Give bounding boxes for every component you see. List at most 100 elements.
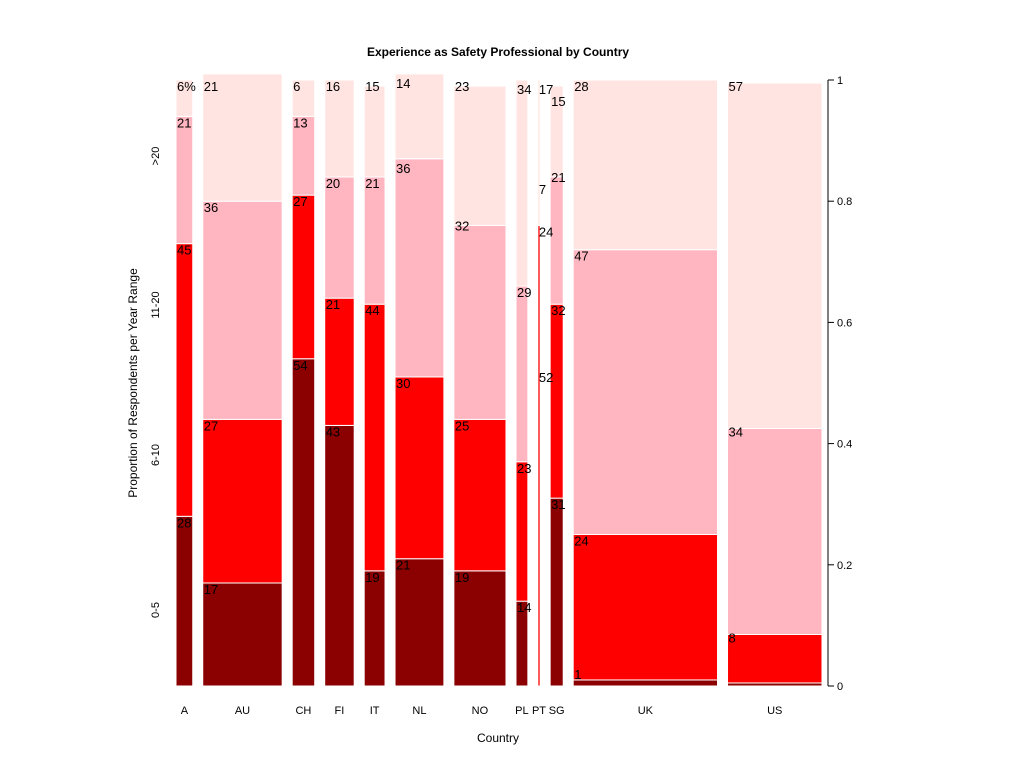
bar-NL->20 <box>394 73 445 160</box>
data-label: 21 <box>365 176 379 191</box>
data-label: 57 <box>729 79 743 94</box>
range-label: >20 <box>150 147 162 166</box>
data-label: 23 <box>455 79 469 94</box>
bar-US->20 <box>727 82 823 429</box>
range-label: 0-5 <box>150 602 162 618</box>
bar-UK-0-5 <box>572 679 719 687</box>
bar-IT->20 <box>363 85 386 178</box>
bar-PT->20 <box>537 79 541 226</box>
bar-FI-11-20 <box>324 176 355 299</box>
bar-NO-0-5 <box>453 570 507 687</box>
bar-IT-0-5 <box>363 570 386 687</box>
bar-FI-0-5 <box>324 424 355 687</box>
data-label: 29 <box>517 285 531 300</box>
data-label: 31 <box>551 497 565 512</box>
y-tick-label: 0.6 <box>837 317 852 329</box>
bar-PL-11-20 <box>515 285 529 463</box>
bar-CH-6-10 <box>291 194 316 360</box>
x-tick-label: A <box>181 705 189 717</box>
data-label: 1 <box>574 667 581 682</box>
range-label: 11-20 <box>150 291 162 318</box>
bar-CH-0-5 <box>291 358 316 687</box>
x-tick-label: UK <box>638 705 654 717</box>
data-label: 16 <box>326 79 340 94</box>
y-tick-label: 0 <box>837 681 843 693</box>
data-label: 23 <box>517 461 531 476</box>
data-label: 17 <box>204 582 218 597</box>
bar-AU-11-20 <box>202 200 283 420</box>
data-label: 19 <box>365 570 379 585</box>
x-tick-label: NO <box>472 705 489 717</box>
data-label: 8 <box>729 630 736 645</box>
x-tick-label: IT <box>370 705 380 717</box>
data-label: 52 <box>539 370 553 385</box>
data-label: 44 <box>365 303 379 318</box>
data-label: 21 <box>326 297 340 312</box>
bar-NO->20 <box>453 85 507 226</box>
x-tick-label: SG <box>549 705 565 717</box>
bar-SG->20 <box>549 85 564 178</box>
data-label: 43 <box>326 424 340 439</box>
bar-NO-6-10 <box>453 418 507 572</box>
data-label: 24 <box>539 224 553 239</box>
bar-A-11-20 <box>175 115 194 245</box>
bar-SG-0-5 <box>549 497 564 687</box>
bar-A->20 <box>175 79 194 117</box>
data-label: 27 <box>204 418 218 433</box>
y-axis-label: Proportion of Respondents per Year Range <box>126 268 140 498</box>
data-label: 20 <box>326 176 340 191</box>
bar-NO-11-20 <box>453 224 507 420</box>
y-axis: 0 0.2 0.4 0.6 0.8 1 <box>827 75 852 693</box>
data-label: 34 <box>517 82 531 97</box>
data-label: 27 <box>293 194 307 209</box>
bar-NL-6-10 <box>394 376 445 560</box>
y-tick-label: 0.4 <box>837 439 852 451</box>
range-label: 6-10 <box>150 444 162 466</box>
x-tick-label: PT <box>532 705 546 717</box>
data-label: 19 <box>455 570 469 585</box>
data-label: 17 <box>539 82 553 97</box>
data-label: 36 <box>396 161 410 176</box>
bar-AU-0-5 <box>202 582 283 687</box>
data-label: 14 <box>517 600 531 615</box>
bar-PT-6-10 <box>537 224 541 687</box>
bar-FI->20 <box>324 79 355 178</box>
data-label: 28 <box>574 79 588 94</box>
y-tick-label: 0.2 <box>837 560 852 572</box>
data-label: 47 <box>574 249 588 264</box>
bar-A-0-5 <box>175 515 194 687</box>
data-labels-group: 2845216%17273621542713643212016194421152… <box>177 76 743 682</box>
data-label: 36 <box>204 200 218 215</box>
bar-US-11-20 <box>727 427 823 635</box>
bar-UK-6-10 <box>572 534 719 681</box>
x-tick-label: US <box>767 705 782 717</box>
data-label: 45 <box>177 243 191 258</box>
chart-title: Experience as Safety Professional by Cou… <box>367 45 629 59</box>
data-label: 21 <box>396 558 410 573</box>
bar-PL->20 <box>515 79 529 287</box>
data-label: 30 <box>396 376 410 391</box>
x-tick-label: PL <box>515 705 528 717</box>
data-label: 7 <box>539 182 546 197</box>
data-label: 15 <box>365 79 379 94</box>
data-label: 54 <box>293 358 307 373</box>
bar-AU-6-10 <box>202 418 283 584</box>
data-label: 15 <box>551 94 565 109</box>
bar-NL-11-20 <box>394 158 445 378</box>
data-label: 21 <box>204 79 218 94</box>
data-label: 21 <box>551 170 565 185</box>
bar-SG-11-20 <box>549 176 564 305</box>
x-tick-label: CH <box>295 705 311 717</box>
bar-IT-11-20 <box>363 176 386 305</box>
x-tick-label: AU <box>235 705 250 717</box>
data-label: 28 <box>177 515 191 530</box>
bar-AU->20 <box>202 73 283 202</box>
data-label: 25 <box>455 418 469 433</box>
x-tick-label: FI <box>335 705 345 717</box>
data-label: 21 <box>177 115 191 130</box>
data-label: 6 <box>293 79 300 94</box>
x-tick-labels-group: A AU CH FI IT NL NO PL PT SG UK US <box>181 705 783 717</box>
bar-UK->20 <box>572 79 719 251</box>
bar-A-6-10 <box>175 243 194 517</box>
data-label: 34 <box>729 424 743 439</box>
